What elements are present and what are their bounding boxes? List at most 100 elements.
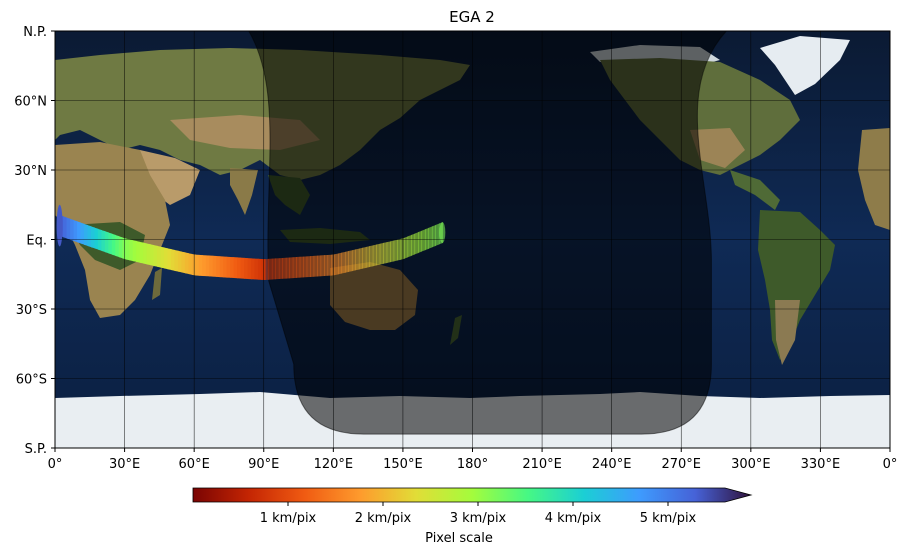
swath-segment bbox=[87, 225, 92, 248]
swath-segment bbox=[80, 222, 85, 245]
x-tick-label: 210°E bbox=[522, 457, 562, 472]
swath-segment bbox=[115, 235, 120, 258]
swath-segment bbox=[153, 245, 158, 267]
swath-segment bbox=[334, 253, 339, 276]
swath-segment bbox=[209, 255, 214, 277]
colorbar-ticks: 1 km/pix 2 km/pix 3 km/pix 4 km/pix 5 km/pix bbox=[260, 502, 697, 526]
y-tick-label: N.P. bbox=[23, 25, 47, 40]
central-america-landmass bbox=[730, 170, 780, 210]
swath-segment bbox=[289, 257, 294, 279]
swath-segment bbox=[250, 258, 256, 280]
x-tick-label: 270°E bbox=[661, 457, 701, 472]
swath-segment bbox=[177, 250, 183, 273]
swath-segment bbox=[296, 256, 301, 278]
greenland-landmass bbox=[760, 36, 850, 95]
swath-segment bbox=[417, 230, 423, 253]
swath-segment bbox=[372, 244, 377, 267]
swath-segment bbox=[139, 241, 144, 264]
swath-segment bbox=[264, 258, 269, 280]
swath-segment bbox=[393, 239, 398, 262]
x-tick-label: 0° bbox=[48, 457, 63, 472]
swath-segment bbox=[195, 254, 200, 276]
swath-segment bbox=[404, 236, 409, 259]
swath-segment bbox=[424, 227, 430, 251]
colorbar-tick-label: 2 km/pix bbox=[355, 511, 412, 526]
swath-segment bbox=[327, 254, 332, 276]
swath-start-cap bbox=[56, 204, 63, 247]
swath-segment bbox=[414, 232, 419, 255]
swath-segment bbox=[136, 241, 141, 263]
swath-segment bbox=[111, 233, 116, 256]
colorbar: 1 km/pix 2 km/pix 3 km/pix 4 km/pix 5 km/pix… bbox=[192, 487, 753, 546]
swath-segment bbox=[223, 256, 228, 278]
swath-segment bbox=[174, 249, 179, 272]
swath-segment bbox=[278, 257, 283, 280]
colorbar-tick-label: 5 km/pix bbox=[640, 511, 697, 526]
y-tick-label: S.P. bbox=[25, 442, 47, 457]
swath-segment bbox=[348, 250, 353, 272]
swath-segment bbox=[244, 257, 249, 279]
swath-segment bbox=[310, 255, 315, 277]
y-axis: N.P. 60°N 30°N Eq. 30°S 60°S S.P. bbox=[14, 25, 55, 457]
swath-end-cap bbox=[439, 222, 446, 243]
swath-segment bbox=[77, 221, 82, 244]
swath-segment bbox=[83, 223, 89, 246]
x-axis: 0° 30°E 60°E 90°E 120°E 150°E 180° 210°E 240°E 27… bbox=[48, 448, 897, 472]
swath-segment bbox=[254, 258, 259, 280]
swath-segment bbox=[118, 236, 123, 259]
swath-segment bbox=[160, 246, 165, 269]
swath-segment bbox=[202, 255, 207, 277]
map-plot-area bbox=[55, 31, 890, 448]
swath-segment bbox=[275, 258, 280, 280]
swath-segment bbox=[164, 247, 169, 270]
swath-segment bbox=[240, 257, 245, 279]
chart-title: EGA 2 bbox=[449, 8, 495, 26]
swath-segment bbox=[317, 255, 322, 277]
y-tick-label: 60°N bbox=[14, 95, 47, 110]
colorbar-tick-label: 4 km/pix bbox=[545, 511, 602, 526]
swath-segment bbox=[337, 252, 343, 275]
swath-segment bbox=[355, 248, 360, 271]
swath-segment bbox=[407, 235, 412, 258]
swath-segment bbox=[66, 217, 71, 240]
swath-segment bbox=[365, 246, 370, 268]
swath-segment bbox=[157, 245, 162, 268]
patagonia-landmass bbox=[775, 300, 800, 365]
swath-segment bbox=[150, 244, 155, 266]
swath-segment bbox=[306, 256, 311, 278]
colorbar-bar bbox=[192, 487, 753, 503]
swath-segment bbox=[132, 240, 137, 262]
x-tick-label: 150°E bbox=[383, 457, 423, 472]
swath-segment bbox=[358, 247, 363, 270]
swath-segment bbox=[97, 228, 102, 251]
swath-segment bbox=[230, 256, 235, 279]
y-tick-label: Eq. bbox=[26, 234, 47, 249]
swath-segment bbox=[90, 226, 96, 249]
madagascar-island bbox=[152, 268, 162, 300]
x-tick-label: 30°E bbox=[109, 457, 140, 472]
swath-segment bbox=[351, 249, 356, 272]
swath-segment bbox=[313, 255, 318, 277]
x-tick-label: 180° bbox=[457, 457, 488, 472]
swath-segment bbox=[181, 251, 186, 274]
swath-segment bbox=[362, 246, 367, 269]
swath-segment bbox=[285, 257, 290, 279]
swath-segment bbox=[397, 238, 402, 261]
x-tick-label: 60°E bbox=[179, 457, 210, 472]
y-tick-label: 30°N bbox=[14, 164, 47, 179]
swath-segment bbox=[257, 258, 263, 280]
swath-segment bbox=[70, 218, 75, 241]
x-tick-label: 330°E bbox=[801, 457, 841, 472]
x-tick-label: 300°E bbox=[731, 457, 771, 472]
swath-segment bbox=[104, 231, 109, 254]
swath-segment bbox=[216, 256, 221, 278]
x-tick-label: 240°E bbox=[592, 457, 632, 472]
swath-segment bbox=[341, 251, 346, 274]
swath-segment bbox=[233, 257, 238, 279]
swath-segment bbox=[205, 255, 210, 277]
swath-segment bbox=[167, 248, 172, 271]
swath-segment bbox=[143, 242, 148, 265]
swath-segment bbox=[299, 256, 304, 278]
swath-segment bbox=[247, 258, 252, 280]
